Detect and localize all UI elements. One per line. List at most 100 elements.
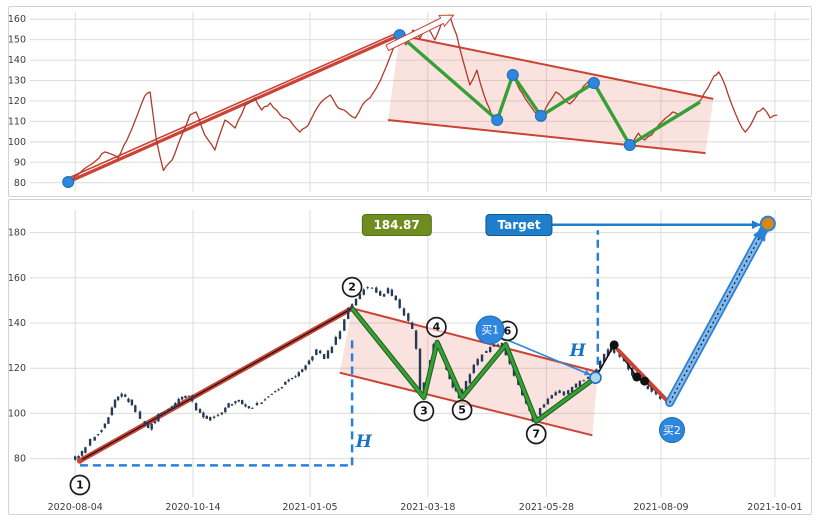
flagpole-trendline-core (79, 307, 353, 462)
flag-zigzag (350, 307, 597, 423)
post-breakout-path (594, 343, 670, 404)
y-axis-tick-label: 110 (8, 116, 26, 127)
y-axis-tick-label: 120 (8, 96, 26, 107)
wave-pivot-number-7: 7 (532, 428, 540, 441)
candle-body (224, 407, 227, 413)
candle-body (138, 411, 142, 419)
candle-body (542, 404, 546, 408)
breakout-dot[interactable] (589, 371, 602, 384)
candle-body (386, 288, 390, 294)
candle-body (582, 380, 585, 382)
y-axis-tick-label: 160 (8, 14, 26, 25)
bottom-chart-panel (8, 199, 812, 515)
candle-body (411, 322, 414, 329)
candle-body (280, 387, 284, 389)
candle-body (77, 456, 80, 460)
flag-lower-boundary (387, 119, 706, 155)
pivot-dot[interactable] (491, 114, 504, 126)
candle-body (606, 349, 610, 357)
wave-pivot-circle-1[interactable] (69, 474, 91, 496)
x-axis-tick-label: 2021-10-01 (747, 502, 802, 513)
arrowhead (752, 225, 766, 242)
candle-body (334, 336, 337, 345)
candle-body (74, 456, 77, 460)
candle-body (358, 293, 362, 299)
wave-pivot-number-2: 2 (348, 281, 356, 294)
wave-pivot-number-5: 5 (458, 404, 466, 417)
y-axis-tick-label: 150 (8, 35, 26, 46)
candle-body (209, 417, 212, 421)
measured-move-value-badge[interactable]: 184.87 (361, 213, 432, 236)
candle-body (263, 399, 267, 401)
candle-body (350, 304, 354, 309)
wave-pivot-number-1: 1 (76, 479, 84, 492)
buy1-marker[interactable]: 买1 (475, 315, 505, 345)
wave-pivot-circle-4[interactable] (426, 316, 447, 338)
candle-body (330, 346, 334, 353)
y-axis-tick-label: 80 (14, 178, 26, 189)
candle-body (93, 436, 96, 441)
candle-body (255, 402, 259, 406)
candle-body (311, 356, 314, 361)
wave-pivot-circle-5[interactable] (451, 399, 473, 421)
pivot-dot[interactable] (623, 139, 636, 151)
pivot-dot[interactable] (534, 109, 547, 122)
candle-body (451, 379, 454, 388)
candle-body (654, 390, 658, 395)
pullback-trendline (616, 348, 671, 405)
candle-body (578, 381, 582, 387)
wave-pivot-circle-3[interactable] (413, 400, 435, 422)
candle-body (586, 377, 590, 379)
candle-body (570, 386, 574, 393)
candle-body (84, 447, 87, 453)
wave-pivot-number-6: 6 (504, 325, 512, 338)
rising-trend-channel-line (67, 32, 397, 179)
buy1-pointer-arrow (499, 336, 592, 376)
candle-body (650, 387, 653, 392)
candle-body (241, 400, 244, 405)
candle-body (468, 374, 472, 384)
candle-body (130, 399, 134, 406)
buy2-marker[interactable]: 买2 (658, 417, 685, 444)
y-axis-tick-label: 140 (8, 318, 26, 329)
flag-upper-boundary (399, 34, 714, 100)
candle-body (247, 406, 251, 409)
candle-body (147, 422, 150, 428)
candle-body (251, 407, 254, 409)
x-axis-tick-label: 2021-01-05 (282, 502, 337, 513)
candle-body (354, 298, 358, 306)
candle-body (160, 412, 163, 416)
candle-body (244, 404, 247, 407)
wave-pivot-circle-7[interactable] (525, 423, 547, 445)
candle-body (480, 354, 484, 362)
target-badge[interactable]: Target (485, 213, 553, 236)
y-axis-tick-label: 100 (8, 408, 26, 419)
candle-body (472, 364, 475, 373)
candle-body (304, 365, 307, 370)
candle-body (170, 406, 174, 410)
candle-body (177, 398, 180, 404)
candle-body (194, 403, 198, 411)
candle-body (294, 376, 297, 378)
candle-body (338, 331, 342, 339)
wave-pivot-circle-2[interactable] (341, 276, 363, 298)
candle-body (267, 396, 270, 398)
candle-body (187, 395, 191, 397)
target-dot[interactable] (759, 215, 776, 232)
candle-body (124, 394, 127, 397)
candle-body (270, 393, 273, 395)
candle-body (343, 319, 346, 331)
x-axis-tick-label: 2021-03-18 (400, 502, 455, 513)
candle-body (297, 372, 300, 377)
pivot-dot[interactable] (62, 176, 75, 188)
candle-body (301, 369, 304, 372)
candle-body (113, 399, 117, 408)
pivot-dot[interactable] (506, 69, 519, 81)
candle-body (394, 295, 397, 301)
pivot-dot[interactable] (587, 77, 600, 89)
candle-body (567, 390, 570, 395)
candle-body (107, 417, 110, 424)
candle-body (609, 345, 613, 352)
